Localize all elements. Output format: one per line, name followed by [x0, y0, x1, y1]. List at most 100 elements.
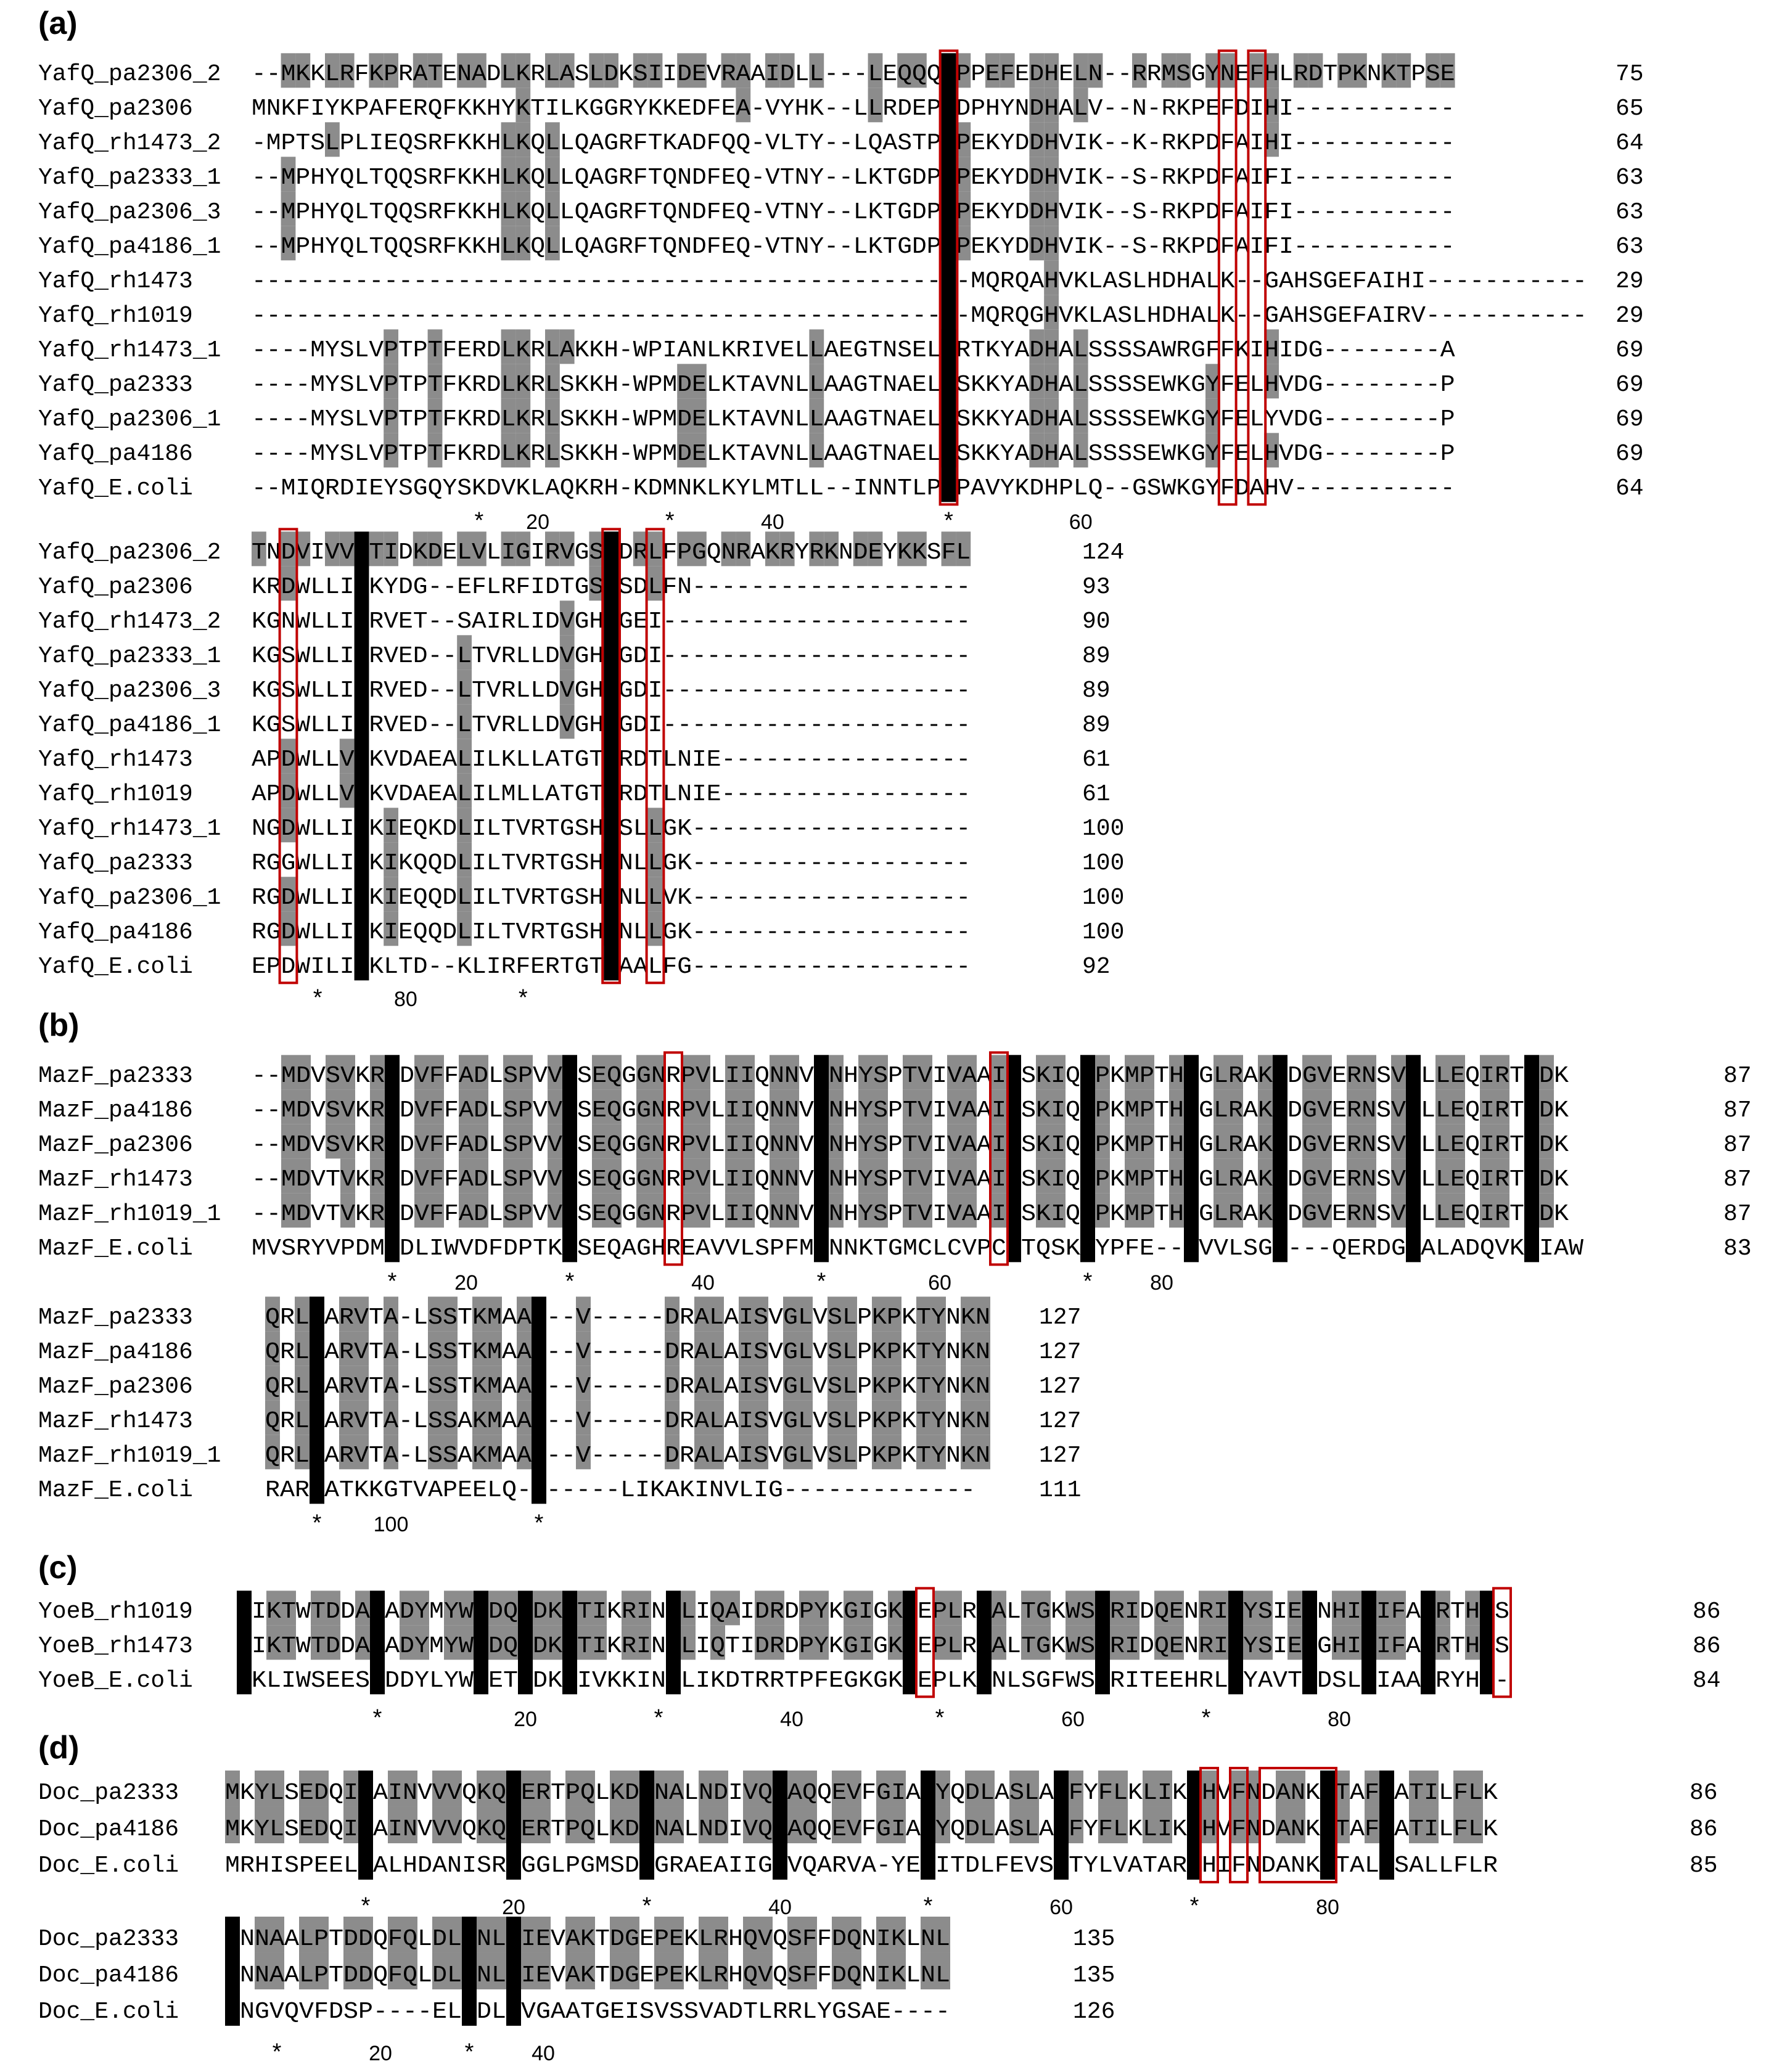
shade-cell [592, 1089, 607, 1124]
conserved-residue: N [1380, 1853, 1394, 1879]
ruler-tick-label: 20 [526, 510, 549, 534]
shade-cell [858, 1591, 873, 1626]
shade-cell [947, 1193, 962, 1228]
shade-cell [1293, 53, 1308, 88]
sequence-residues: ----------------------------------------… [252, 268, 1587, 295]
shade-cell [633, 53, 648, 88]
shade-cell [548, 1193, 562, 1228]
shade-cell [1157, 1806, 1172, 1843]
shade-cell [891, 1806, 906, 1843]
shade-cell [1276, 1806, 1291, 1843]
shade-cell [281, 739, 296, 774]
shade-cell [809, 531, 824, 567]
shade-cell [1302, 1193, 1317, 1228]
conserved-residue: P [903, 1633, 918, 1660]
shade-cell [980, 1806, 995, 1843]
sequence-residues: -MPTSLPLIEQSRFKKHLKQLLQAGRFTKADFQQ-VLTY-… [252, 130, 1455, 157]
conserved-residue: H [604, 678, 618, 704]
conserved-residue: Y [355, 816, 369, 842]
shade-cell [916, 1366, 931, 1401]
conserved-column [1361, 1591, 1376, 1695]
conserved-residue: P [903, 1668, 918, 1694]
shade-cell [1539, 1089, 1554, 1124]
conserved-residue: M [1380, 1816, 1394, 1843]
sequence-row: Doc_pa4186 RNNAALPTDDQFQLDLGNLAIEVAKTDGEP… [38, 1962, 1115, 1989]
shade-cell [754, 1366, 768, 1401]
conserved-residue: Y [1480, 1599, 1495, 1625]
conserved-residue: L [942, 441, 956, 467]
shade-cell [1169, 1625, 1184, 1660]
shade-cell [515, 364, 531, 399]
shade-cell [501, 53, 516, 88]
conserved-residue: G [815, 1132, 829, 1158]
conserved-residue: I [1229, 1633, 1243, 1660]
shade-cell [1073, 398, 1088, 433]
sequence-name: MazF_pa4186 [38, 1097, 193, 1124]
sequence-name: Doc_E.coli [38, 1999, 179, 2025]
shade-cell [1213, 1158, 1228, 1194]
shade-cell [295, 1400, 310, 1435]
conserved-residue: C [1421, 1599, 1435, 1625]
shade-cell [340, 1055, 355, 1090]
shade-cell [339, 773, 355, 808]
residue-count: 29 [1616, 303, 1644, 329]
shade-cell [340, 1089, 355, 1124]
sequence-row: YafQ_pa2306_2 --MKKLRFKPRATENADLKRLASLDKS… [38, 61, 1644, 88]
conserved-residue: T [1054, 1816, 1069, 1843]
shade-cell [829, 1055, 844, 1090]
shade-cell [681, 1625, 696, 1660]
shade-cell [1453, 1806, 1468, 1843]
conserved-residue: I [1406, 1166, 1421, 1193]
conserved-residue: P [640, 1853, 654, 1879]
shade-cell [1258, 1055, 1273, 1090]
conserved-column [518, 1591, 533, 1695]
shade-cell [515, 398, 531, 433]
conserved-residue: Q [474, 1668, 488, 1694]
shade-cell [225, 1770, 240, 1807]
shade-cell [1228, 1124, 1243, 1159]
shade-cell [517, 1331, 532, 1366]
shade-cell [592, 1055, 607, 1090]
shade-cell [443, 1400, 458, 1435]
conserved-residue: L [942, 475, 956, 502]
residue-count: 135 [1073, 1962, 1115, 1989]
conserved-residue: G [815, 1097, 829, 1124]
conserved-residue: Y [355, 954, 369, 980]
conserved-residue: L [942, 372, 956, 398]
shade-cell [713, 1806, 728, 1843]
conserved-residue: W [371, 1633, 385, 1660]
shade-cell [1213, 1089, 1228, 1124]
conserved-residue: H [604, 747, 618, 773]
shade-cell [501, 157, 516, 192]
ruler-tick-label: 40 [780, 1708, 803, 1731]
conserved-residue: K [1081, 1132, 1095, 1158]
shade-cell [740, 1193, 755, 1228]
residue-count: 92 [1082, 954, 1111, 980]
shade-cell [1361, 1089, 1376, 1124]
shade-cell [459, 1591, 474, 1626]
residue-count: 90 [1082, 608, 1111, 635]
shade-cell [295, 1331, 310, 1366]
shade-cell [459, 1193, 474, 1228]
sequence-row: YoeB_E.coli MKLIWSEESWDDYLYWQET-DKRIVKKIN… [38, 1668, 1721, 1694]
shade-cell [1073, 88, 1088, 123]
shade-cell [947, 1591, 962, 1626]
sequence-residues: ----------------------------------------… [252, 303, 1587, 329]
sequence-name: YoeB_E.coli [38, 1668, 193, 1694]
sequence-row: YafQ_pa2306_3 KGSWLLIYRVED--LTVRLLDVGHHGD… [38, 678, 1111, 704]
shade-cell [1069, 1770, 1083, 1807]
conserved-residue: R [563, 1633, 577, 1660]
conserved-residue: K [1188, 1780, 1202, 1806]
shade-cell [295, 531, 311, 567]
shade-cell [269, 1806, 284, 1843]
shade-cell [647, 566, 663, 601]
conserved-column [225, 1916, 240, 2026]
shade-cell [975, 1331, 990, 1366]
shade-cell [1213, 1591, 1228, 1626]
shade-cell [1480, 1055, 1495, 1090]
shade-cell [799, 1591, 814, 1626]
shade-cell [1365, 1806, 1379, 1843]
shade-cell [739, 1331, 754, 1366]
conserved-column [1421, 1591, 1435, 1695]
shade-cell [1495, 1089, 1509, 1124]
